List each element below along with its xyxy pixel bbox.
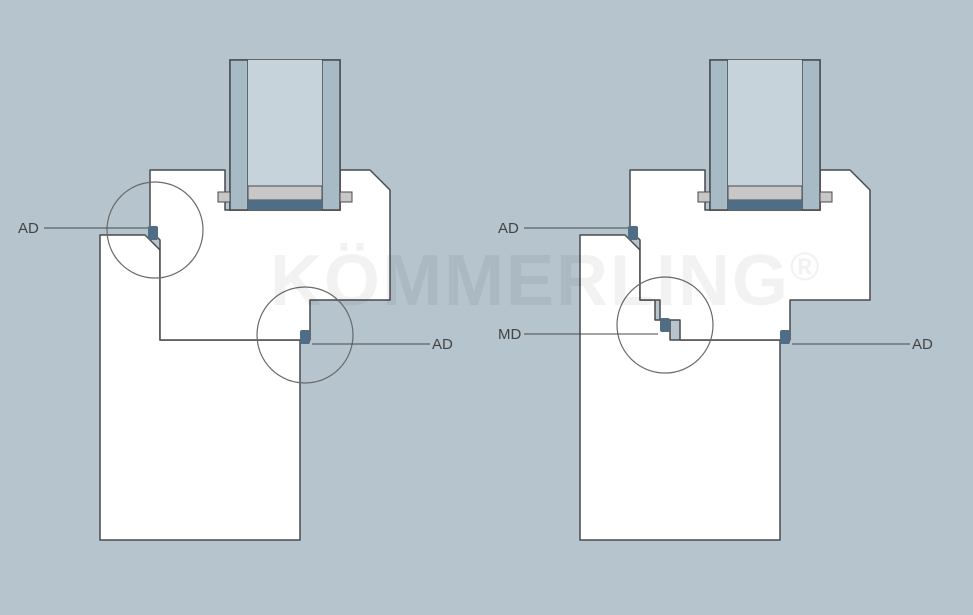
label-ad-left-bot: AD bbox=[432, 336, 453, 353]
diagram-svg bbox=[0, 0, 973, 615]
diagram-canvas: KÖMMERLING® AD AD AD MD AD bbox=[0, 0, 973, 615]
label-ad-left-top: AD bbox=[18, 220, 39, 237]
label-ad-right-top: AD bbox=[498, 220, 519, 237]
label-md-right-mid: MD bbox=[498, 326, 521, 343]
label-ad-right-bot: AD bbox=[912, 336, 933, 353]
